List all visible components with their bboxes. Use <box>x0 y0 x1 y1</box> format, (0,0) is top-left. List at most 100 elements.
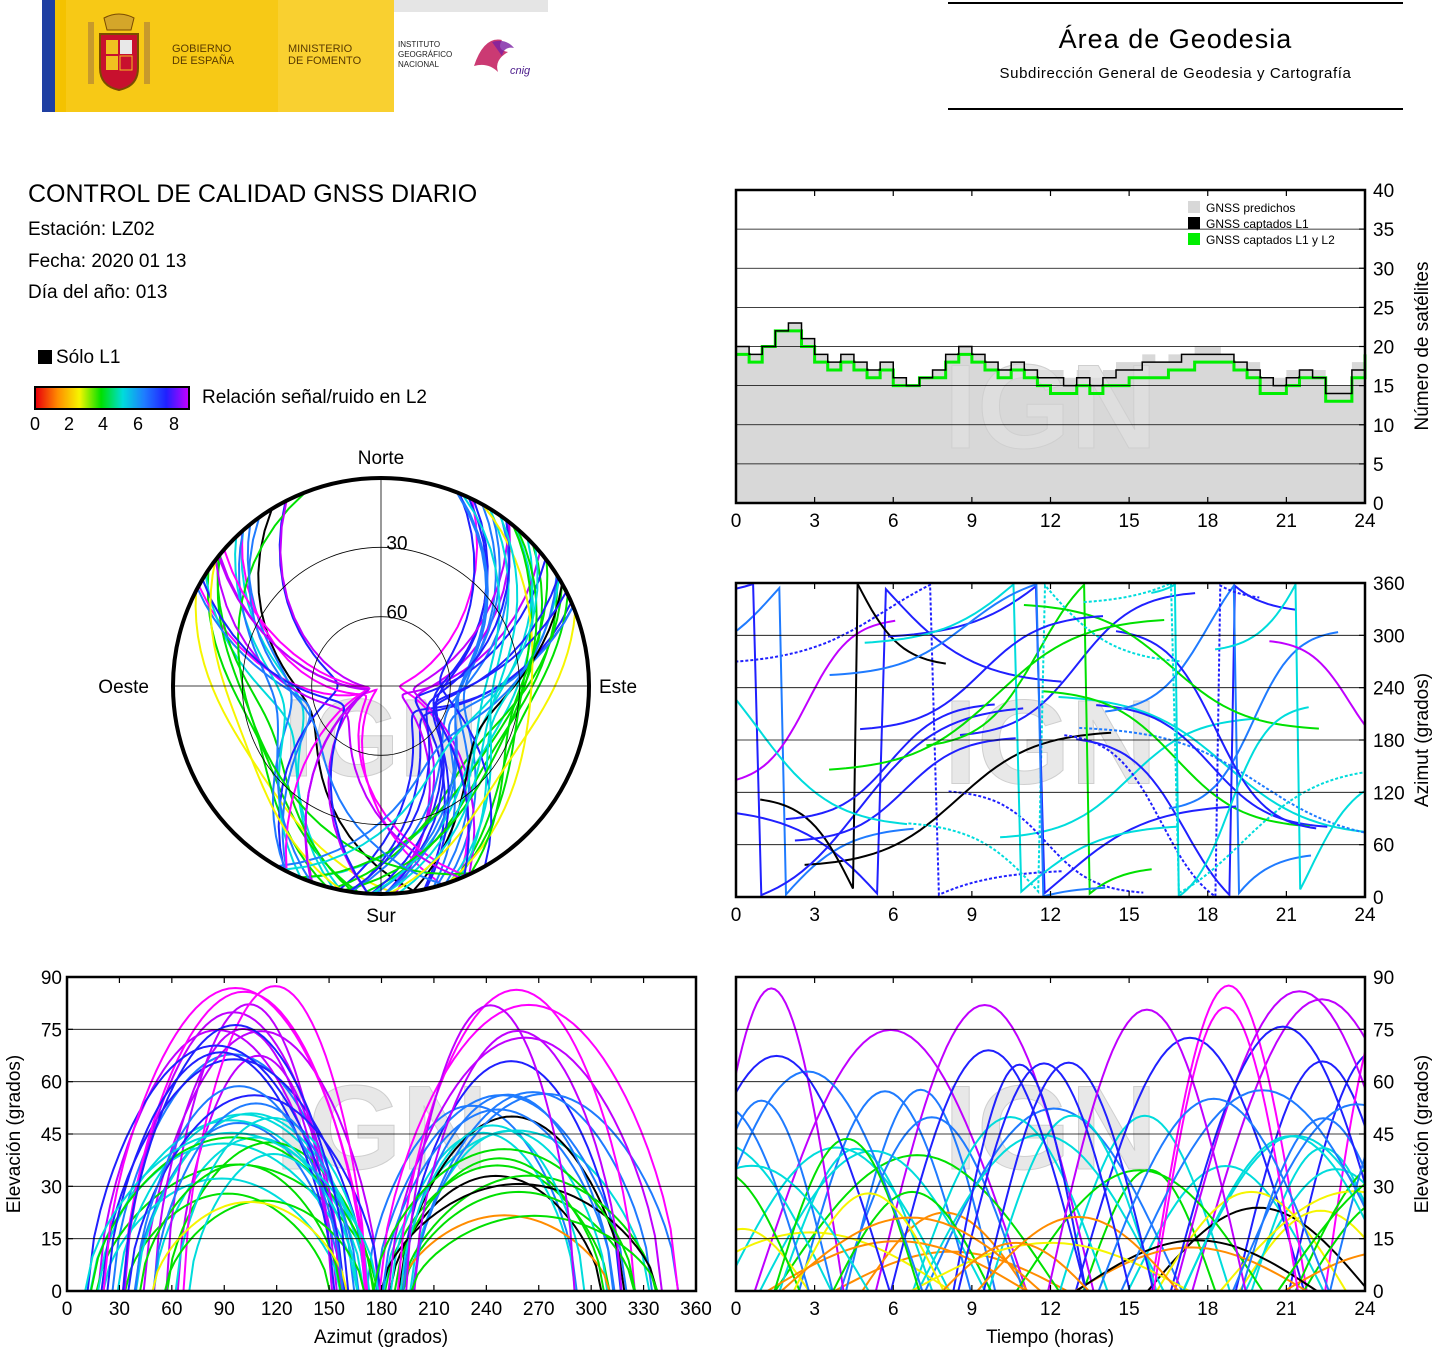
satellite-track <box>217 555 370 883</box>
x-tick-label: 6 <box>888 511 899 532</box>
satellite-track <box>1169 1025 1365 1291</box>
satellite-track <box>196 587 312 872</box>
satellite-track <box>398 498 479 879</box>
plot-frame <box>734 581 1367 899</box>
x-tick-label: 9 <box>967 511 978 532</box>
x-tick-label: 6 <box>888 905 899 926</box>
satellite-track <box>1277 1182 1365 1291</box>
ring-label-60: 60 <box>386 603 407 624</box>
satellite-track <box>283 546 539 871</box>
ign-logo-topbar <box>394 0 548 12</box>
y-tick-label: 15 <box>1373 1230 1394 1251</box>
x-tick-label: 240 <box>470 1299 502 1320</box>
satellite-track <box>736 698 908 826</box>
y-tick-label: 35 <box>1373 220 1394 241</box>
x-tick-label: 210 <box>418 1299 450 1320</box>
satellite-track <box>453 594 569 882</box>
satellite-track <box>1324 1048 1365 1291</box>
y-tick-label: 30 <box>1373 1177 1394 1198</box>
satellite-track <box>860 615 1104 731</box>
satellite-track <box>182 985 368 1291</box>
satellite-track <box>102 986 369 1291</box>
satellite-track <box>248 517 443 886</box>
satellite-track <box>952 1063 1087 1291</box>
satellite-tracks <box>736 984 1365 1291</box>
skyplot-frame <box>171 476 591 896</box>
satellite-track <box>1097 1097 1330 1291</box>
x-tick-label: 0 <box>62 1299 73 1320</box>
x-tick-label: 15 <box>1119 905 1140 926</box>
satellite-track <box>1269 640 1365 727</box>
y-axis-label: Elevación (grados) <box>4 1055 25 1213</box>
x-tick-label: 0 <box>731 511 742 532</box>
legend-black-square <box>38 350 52 364</box>
x-tick-label: 9 <box>967 1299 978 1320</box>
legend-swatch <box>1188 201 1200 213</box>
satellite-track <box>402 1093 615 1291</box>
satellite-track <box>987 1114 1158 1291</box>
satellite-track <box>760 583 946 889</box>
y-tick-label: 60 <box>1373 1073 1394 1094</box>
plot-frame <box>734 188 1367 505</box>
y-axis-label: Azimut (grados) <box>1412 673 1433 807</box>
satellite-track <box>439 493 493 867</box>
satellite-track <box>102 1177 342 1291</box>
satellite-track <box>829 583 1106 897</box>
satellite-track <box>976 1215 1180 1291</box>
satellite-track <box>389 1174 603 1291</box>
satellite-track <box>1288 1054 1365 1291</box>
x-tick-label: 21 <box>1276 905 1297 926</box>
y-tick-label: 10 <box>1373 416 1394 437</box>
satellite-track <box>1058 1114 1231 1291</box>
snr-colorbar-label: Relación señal/ruido en L2 <box>202 387 427 408</box>
satellite-track <box>237 491 472 876</box>
satellite-track <box>398 1214 611 1291</box>
series-gnss-captados-l1 <box>736 322 1366 395</box>
x-tick-label: 330 <box>628 1299 660 1320</box>
satellite-track <box>402 1190 636 1291</box>
x-tick-label: 60 <box>161 1299 182 1320</box>
satellite-track <box>1329 1153 1365 1291</box>
x-tick-label: 3 <box>809 1299 820 1320</box>
station-label: Estación: LZ02 <box>28 219 155 240</box>
satellite-count-chart: IGN 0 5 10 15 20 25 30 35 40 0 3 6 9 12 15 18 21 24 Número … <box>731 181 1433 532</box>
x-tick-label: 3 <box>809 511 820 532</box>
legend-label: GNSS predichos <box>1206 201 1295 215</box>
x-tick-label: 24 <box>1354 1299 1376 1320</box>
satellite-track <box>774 1154 1060 1291</box>
legend-label: GNSS captados L1 y L2 <box>1206 233 1335 247</box>
x-tick-label: 18 <box>1197 511 1218 532</box>
satellite-track <box>839 1116 1025 1291</box>
area-subtitle: Subdirección General de Geodesia y Carto… <box>999 65 1352 82</box>
satellite-track <box>890 1049 1087 1291</box>
satellite-track <box>122 1023 350 1291</box>
y-axis-label: Elevación (grados) <box>1412 1055 1433 1213</box>
x-tick-label: 180 <box>366 1299 398 1320</box>
satellite-track <box>780 1216 1042 1291</box>
x-tick-label: 120 <box>261 1299 293 1320</box>
x-tick-label: 24 <box>1354 511 1376 532</box>
satellite-track <box>1076 583 1296 897</box>
satellite-track <box>736 1054 891 1291</box>
satellite-track <box>398 1115 626 1291</box>
x-tick-label: 3 <box>809 905 820 926</box>
ministerio-label: MINISTERIO DE FOMENTO <box>288 43 362 67</box>
y-tick-label: 45 <box>41 1125 62 1146</box>
x-tick-label: 30 <box>109 1299 130 1320</box>
satellite-track <box>736 1231 952 1291</box>
header-rule-bottom <box>948 108 1403 110</box>
satellite-track <box>1083 583 1365 895</box>
satellite-track <box>397 514 519 894</box>
satellite-track <box>1074 1246 1308 1291</box>
satellite-track <box>1214 583 1365 890</box>
y-tick-label: 180 <box>1373 731 1405 752</box>
y-tick-label: 75 <box>41 1020 62 1041</box>
satellite-track <box>924 1107 1183 1291</box>
x-tick-label: 6 <box>888 1299 899 1320</box>
x-tick-label: 21 <box>1276 1299 1297 1320</box>
satellite-track <box>238 530 312 883</box>
satellite-track <box>1152 1006 1299 1291</box>
satellite-track <box>917 1133 1165 1291</box>
